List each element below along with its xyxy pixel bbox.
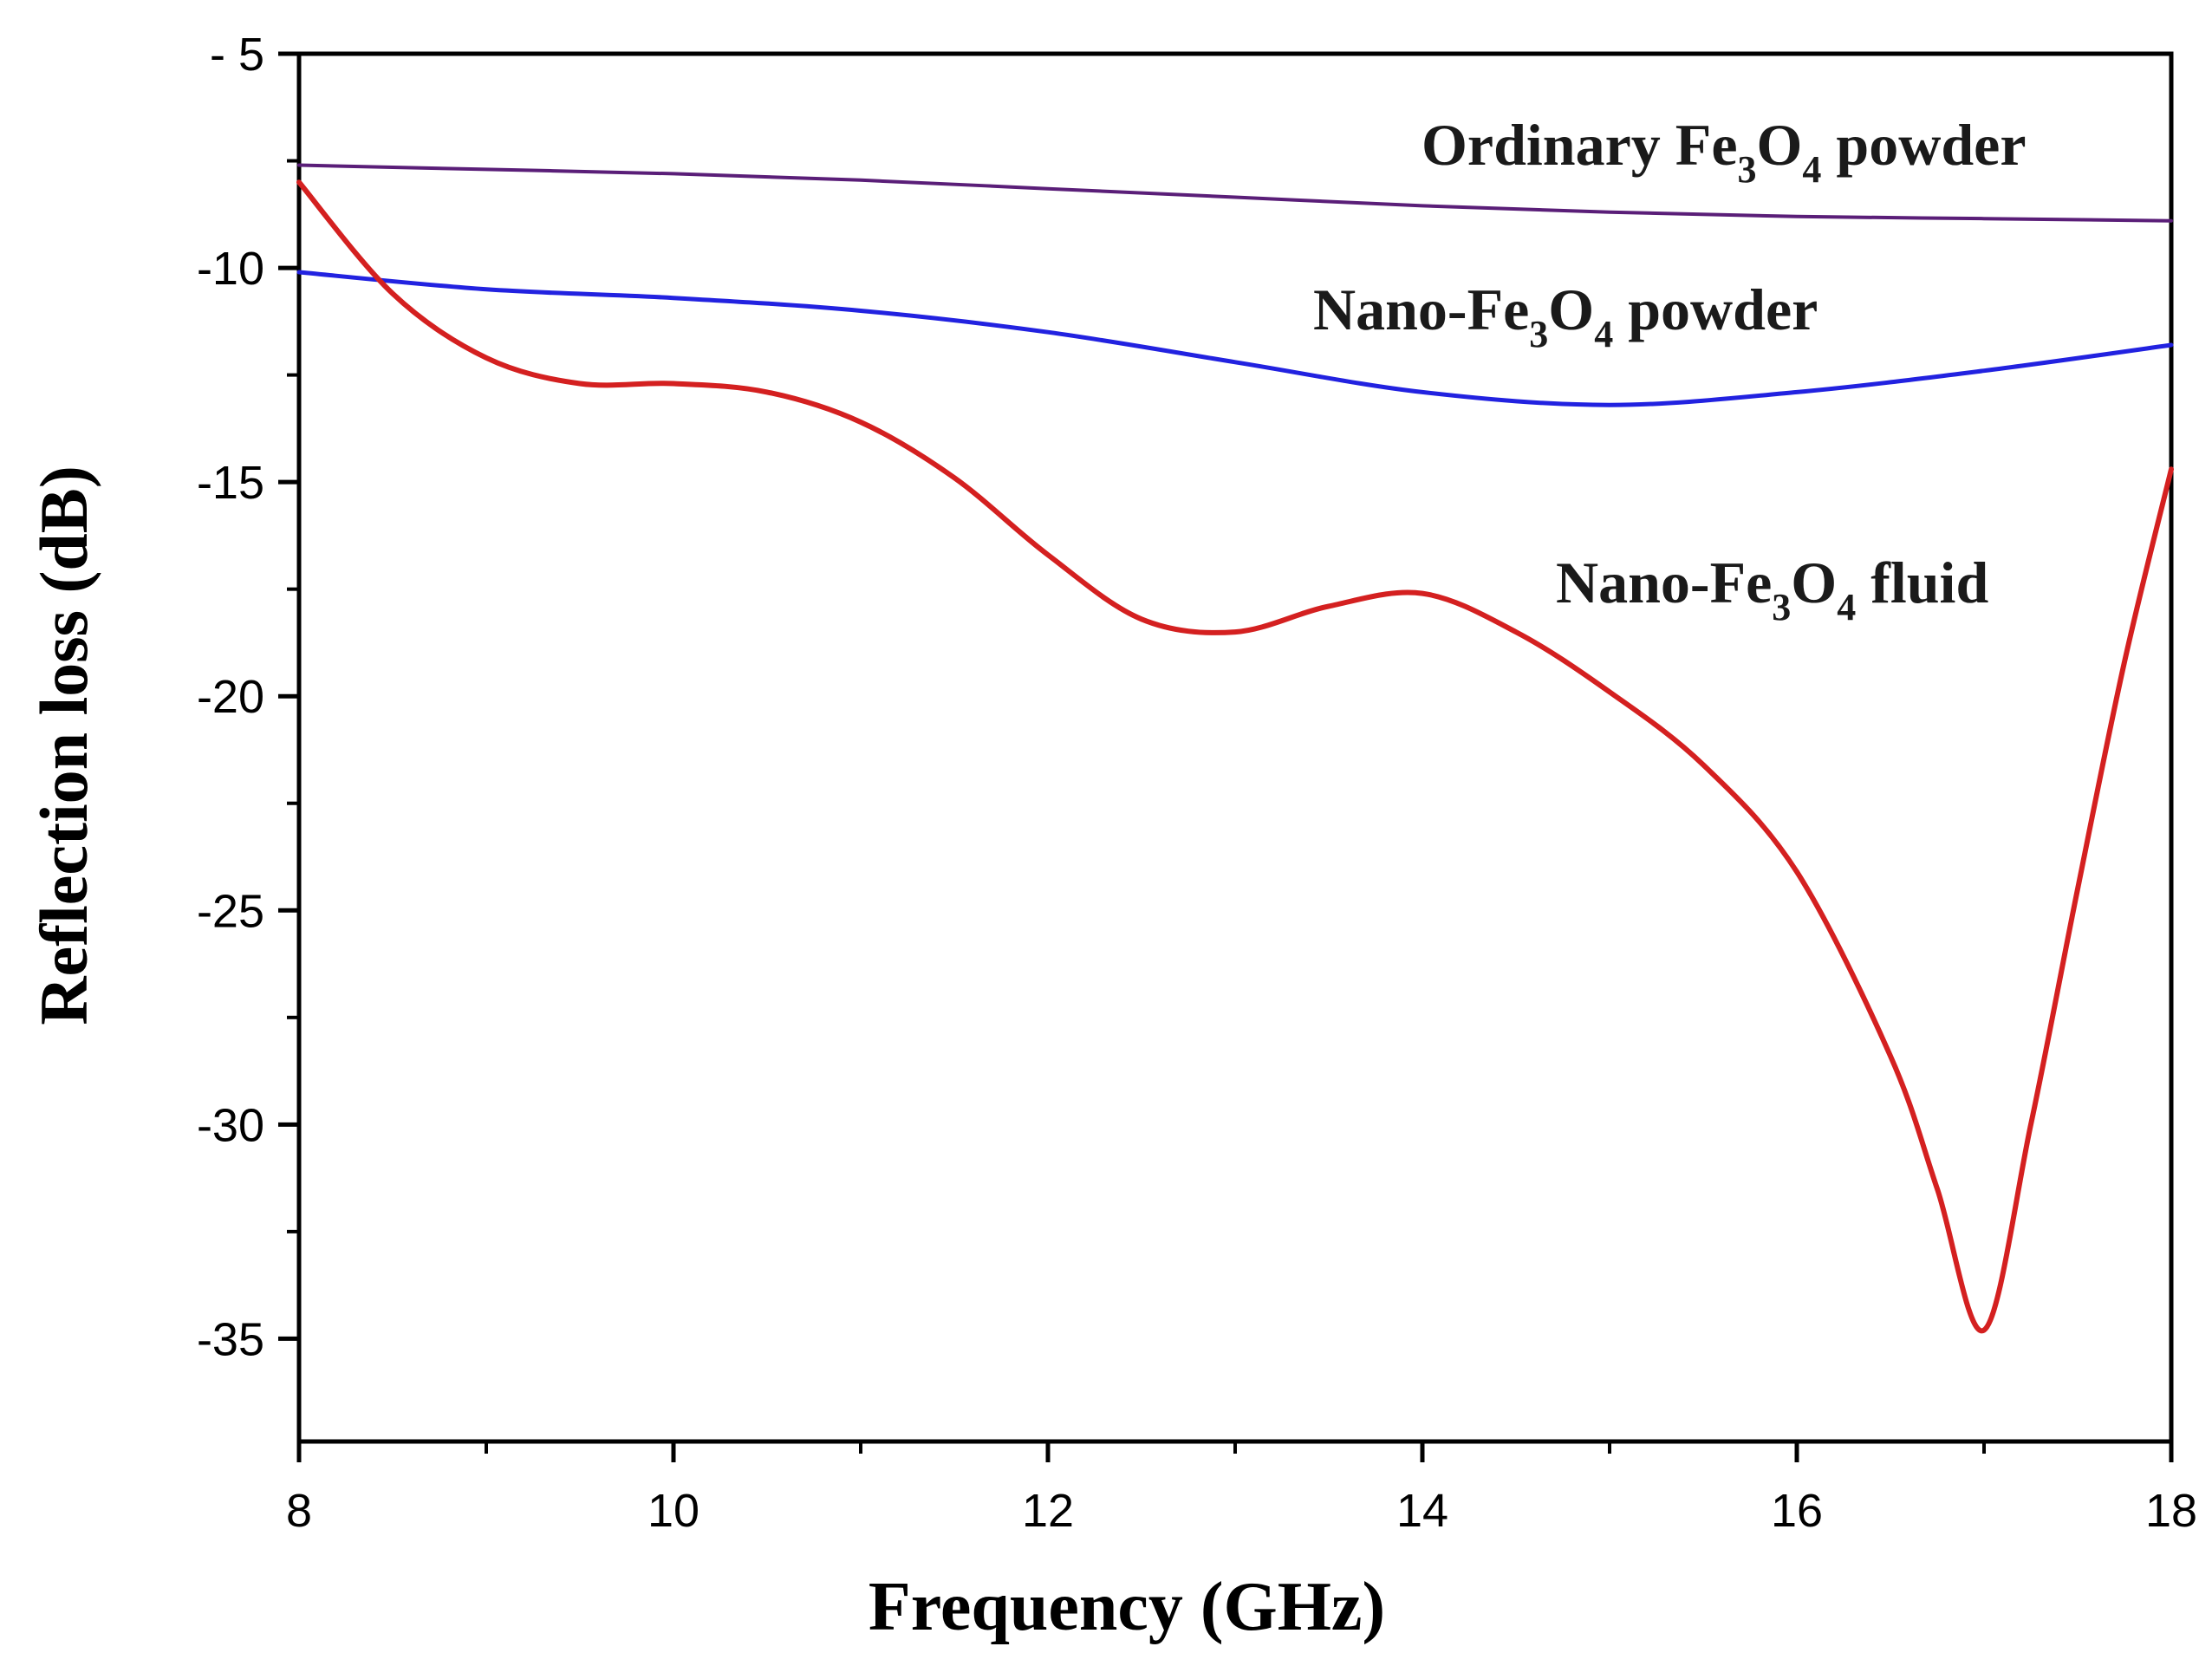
label-subscript: 3: [1529, 313, 1548, 355]
y-tick-label: -10: [197, 243, 264, 295]
series-label-ordinary-fe3o4-powder: Ordinary Fe3O4 powder: [1422, 112, 2027, 191]
x-tick-label: 14: [1396, 1485, 1448, 1537]
label-text: O: [1791, 550, 1837, 615]
label-text: Ordinary Fe: [1422, 112, 1738, 178]
x-tick-label: 8: [286, 1485, 312, 1537]
series-lines-group: [296, 163, 2174, 1334]
label-text: powder: [1613, 277, 1818, 342]
series-line-nano-fe3o4-fluid: [296, 179, 2174, 1334]
y-tick-label: - 5: [210, 29, 264, 81]
plot-frame-group: [296, 51, 2174, 1444]
y-axis-title: Reflection loss (dB): [26, 465, 101, 1025]
label-text: fluid: [1856, 550, 1988, 615]
label-text: Nano-Fe: [1313, 277, 1529, 342]
label-subscript: 4: [1837, 586, 1856, 628]
series-label-nano-fe3o4-fluid: Nano-Fe3O4 fluid: [1556, 550, 1988, 628]
label-subscript: 3: [1738, 148, 1757, 191]
x-tick-label: 18: [2145, 1485, 2197, 1537]
series-line-ordinary-fe3o4-powder: [297, 163, 2173, 223]
label-text: powder: [1821, 112, 2026, 178]
y-tick-label: -15: [197, 457, 264, 509]
label-text: O: [1548, 277, 1594, 342]
label-text: Nano-Fe: [1556, 550, 1772, 615]
y-tick-label: -20: [197, 671, 264, 723]
label-subscript: 4: [1802, 148, 1821, 191]
y-tick-label: -25: [197, 885, 264, 937]
axis-ticks-group: 8 10 12 14 16 18 - 5 -10 -15 -20 -25 -30 -35: [197, 29, 2197, 1537]
y-tick-label: -35: [197, 1313, 264, 1365]
series-label-nano-fe3o4-powder: Nano-Fe3O4 powder: [1313, 277, 1818, 355]
y-tick-label: -30: [197, 1099, 264, 1151]
x-tick-label: 10: [647, 1485, 699, 1537]
plot-frame: [296, 51, 2174, 1444]
x-axis-title: Frequency (GHz): [869, 1569, 1385, 1645]
label-subscript: 4: [1594, 313, 1613, 355]
series-line-nano-fe3o4-powder: [296, 270, 2174, 407]
label-text: O: [1757, 112, 1803, 178]
x-tick-label: 12: [1022, 1485, 1074, 1537]
label-subscript: 3: [1772, 586, 1791, 628]
x-tick-label: 16: [1771, 1485, 1823, 1537]
